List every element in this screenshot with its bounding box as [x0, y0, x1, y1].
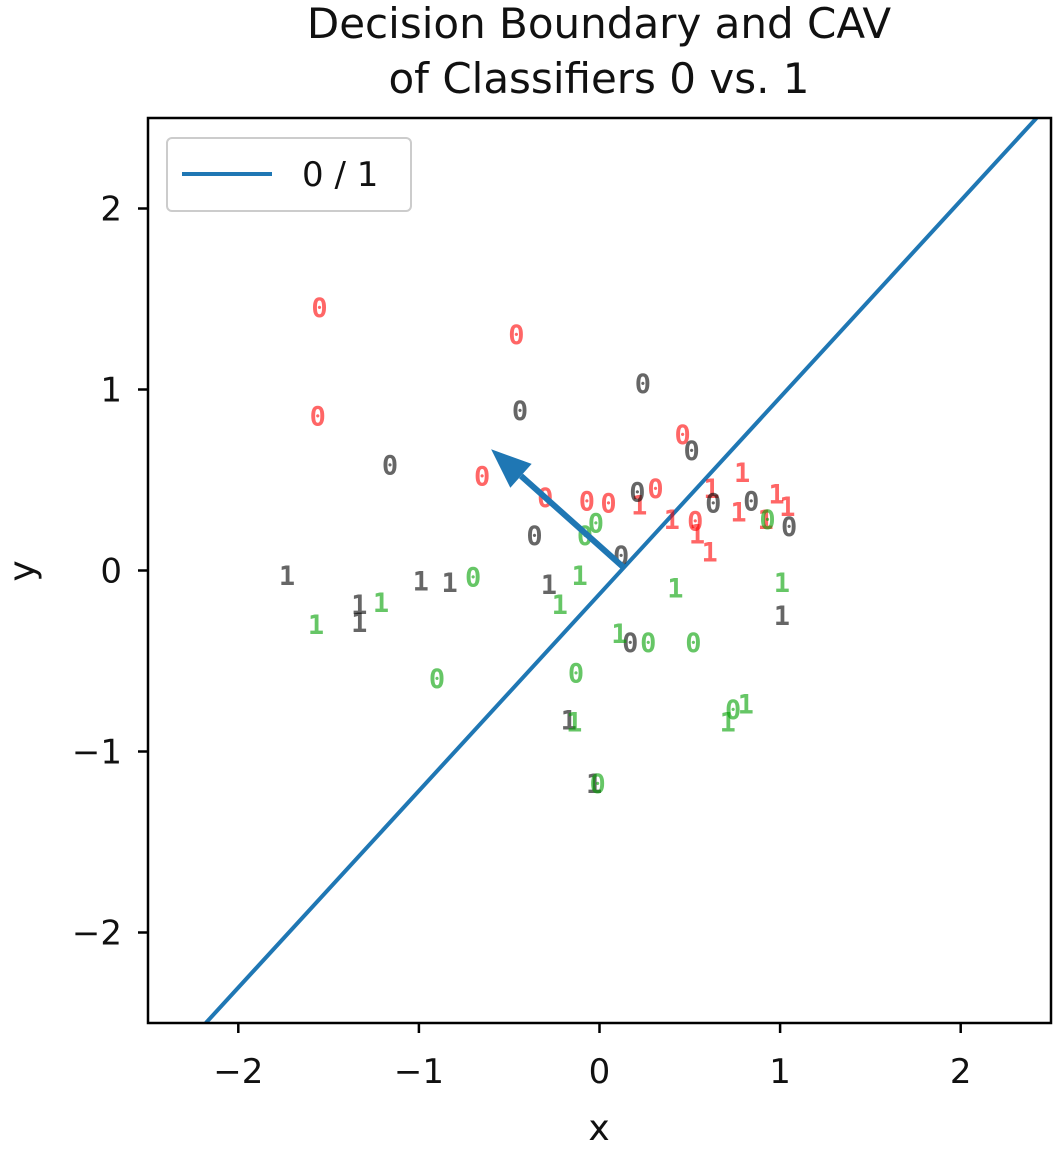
data-point-black-0: 0: [781, 512, 797, 543]
y-tick-label: −1: [72, 733, 122, 773]
data-point-red-1: 1: [768, 479, 784, 510]
data-point-green-1: 1: [373, 588, 389, 619]
y-axis-label: y: [2, 560, 43, 581]
data-point-black-0: 0: [683, 436, 699, 467]
data-point-red-1: 1: [734, 458, 750, 489]
data-point-green-1: 1: [308, 610, 324, 641]
x-axis-label: x: [588, 1108, 609, 1149]
data-point-black-0: 0: [635, 369, 651, 400]
data-point-red-0: 0: [508, 320, 524, 351]
data-point-green-0: 0: [590, 769, 606, 800]
data-point-green-1: 1: [667, 574, 683, 605]
x-tick-label: 0: [589, 1052, 611, 1092]
data-point-red-1: 1: [779, 492, 795, 523]
data-point-black-0: 0: [382, 451, 398, 482]
data-points: 0000000001101111111100000000000111111111…: [279, 293, 797, 800]
data-point-red-1: 1: [631, 490, 647, 521]
data-point-black-1: 1: [541, 570, 557, 601]
data-point-red-1: 1: [664, 505, 680, 536]
y-tick-label: −2: [72, 914, 122, 954]
data-point-green-1: 1: [572, 561, 588, 592]
data-point-black-1: 1: [279, 561, 295, 592]
data-point-black-0: 0: [629, 478, 645, 509]
data-point-black-1: 1: [351, 590, 367, 621]
chart-title-line-2: of Classifiers 0 vs. 1: [388, 54, 809, 103]
data-point-green-1: 1: [552, 590, 568, 621]
data-point-green-1: 1: [738, 689, 754, 720]
chart-title-line-1: Decision Boundary and CAV: [307, 0, 892, 48]
data-point-green-0: 0: [429, 664, 445, 695]
data-point-green-1: 1: [611, 619, 627, 650]
data-point-green-0: 0: [759, 505, 775, 536]
data-point-black-1: 1: [586, 769, 602, 800]
data-point-green-0: 0: [465, 563, 481, 594]
decision-boundary-line: [204, 118, 1039, 1023]
data-point-red-0: 0: [474, 461, 490, 492]
data-point-red-1: 1: [730, 498, 746, 529]
data-point-green-0: 0: [568, 659, 584, 690]
x-tick-label: 2: [950, 1052, 972, 1092]
data-point-red-0: 0: [310, 402, 326, 433]
data-point-black-0: 0: [512, 396, 528, 427]
data-point-green-0: 0: [640, 628, 656, 659]
data-point-red-0: 0: [579, 487, 595, 518]
x-tick-label: 1: [769, 1052, 791, 1092]
data-point-green-0: 0: [685, 628, 701, 659]
data-point-black-1: 1: [441, 568, 457, 599]
data-point-black-1: 1: [774, 601, 790, 632]
data-point-green-1: 1: [774, 568, 790, 599]
x-tick-label: −1: [394, 1052, 444, 1092]
y-tick-label: 2: [100, 190, 122, 230]
data-point-green-1: 1: [720, 708, 736, 739]
data-point-red-0: 0: [687, 507, 703, 538]
data-point-red-0: 0: [674, 420, 690, 451]
data-point-red-0: 0: [311, 293, 327, 324]
data-point-red-1: 1: [689, 519, 705, 550]
data-point-red-0: 0: [600, 489, 616, 520]
data-point-green-1: 1: [566, 708, 582, 739]
legend-entry-label: 0 / 1: [302, 155, 378, 195]
cav-arrow-head: [491, 449, 532, 488]
data-point-black-0: 0: [622, 628, 638, 659]
data-point-green-0: 0: [725, 695, 741, 726]
data-point-black-1: 1: [351, 608, 367, 639]
data-point-green-0: 0: [588, 508, 604, 539]
cav-arrow-shaft: [518, 473, 625, 570]
data-point-red-1: 1: [703, 474, 719, 505]
data-point-black-0: 0: [526, 521, 542, 552]
x-tick-label: −2: [213, 1052, 263, 1092]
data-point-black-1: 1: [413, 566, 429, 597]
data-point-black-0: 0: [743, 487, 759, 518]
y-tick-label: 0: [100, 552, 122, 592]
data-point-black-1: 1: [561, 706, 577, 737]
data-point-black-0: 0: [705, 489, 721, 520]
plot-data-layer: 0000000001101111111100000000000111111111…: [204, 118, 1039, 1023]
data-point-red-1: 1: [702, 537, 718, 568]
cav-arrow: [491, 449, 625, 570]
legend-box: [166, 137, 412, 212]
legend: 0 / 1: [166, 137, 412, 212]
data-point-red-1: 1: [758, 505, 774, 536]
data-point-red-0: 0: [647, 474, 663, 505]
y-tick-label: 1: [100, 371, 122, 411]
